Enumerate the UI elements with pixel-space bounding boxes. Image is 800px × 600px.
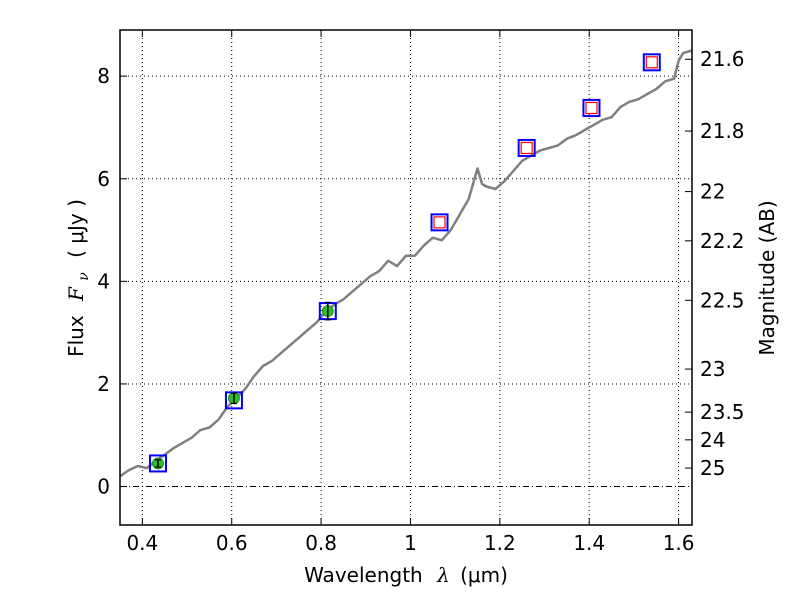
y2-tick-label: 24 [700,428,725,452]
x-tick-label: 0.6 [216,531,248,555]
y2-tick-label: 25 [700,456,725,480]
synthetic-photometry-square [585,101,598,115]
x-tick-label: 1.4 [573,531,605,555]
y2-tick-label: 21.8 [700,119,745,143]
synthetic-photometry-square [645,56,658,69]
y-tick-labels: 0 2 4 6 8 [97,64,110,498]
y2-tick-label: 21.6 [700,47,745,71]
synthetic-photometry-square [520,141,533,155]
model-photometry-square [148,454,167,473]
synthetic-photometry-square [433,216,446,229]
y2-tick-labels: 21.6 21.8 22 22.2 22.5 23 23.5 24 25 [700,47,745,480]
y2-tick-label: 23 [700,357,725,381]
grid-lines [120,30,692,525]
spectrum-line [119,49,693,478]
y2-tick-label: 22 [700,180,725,204]
y2-tick-label: 23.5 [700,400,745,424]
y-tick-label: 8 [97,64,110,88]
marker-layer [148,53,661,473]
x-tick-label: 1.2 [484,531,516,555]
plot-frame [119,29,693,526]
y-tick-label: 2 [97,372,110,396]
y2-tick-label: 22.5 [700,288,745,312]
x-tick-label: 1.6 [663,531,695,555]
tick-marks [120,30,692,525]
model-photometry-square [642,53,661,72]
model-photometry-square [224,391,243,410]
x-tick-labels: 0.4 0.6 0.8 1 1.2 1.4 1.6 [126,531,694,555]
y2-axis-title: Magnitude (AB) [755,200,779,355]
model-photometry-square [430,213,449,232]
spectrum-layer [119,49,693,478]
model-photometry-square [582,98,601,117]
x-axis-title: Wavelength λ (μm) [304,563,508,587]
x-tick-label: 0.4 [126,531,158,555]
y-axis-title: Flux F ν ( μJy ) [64,199,93,357]
x-tick-label: 0.8 [305,531,337,555]
y2-tick-label: 22.2 [700,229,745,253]
y-tick-label: 4 [97,269,110,293]
x-tick-label: 1 [404,531,417,555]
y-tick-label: 6 [97,167,110,191]
y-tick-label: 0 [97,475,110,499]
model-photometry-square [517,138,536,157]
